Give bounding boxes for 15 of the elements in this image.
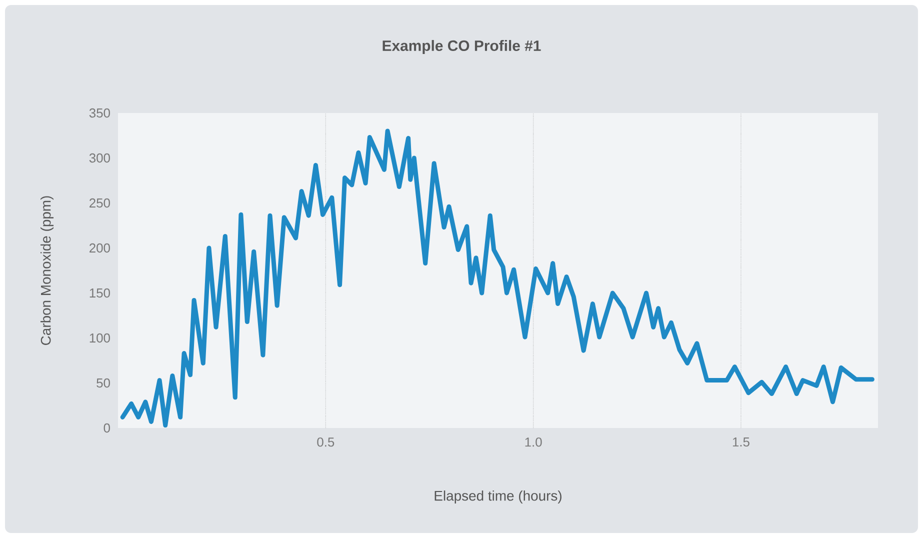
- y-tick-label: 350: [89, 108, 110, 118]
- chart-title: Example CO Profile #1: [382, 40, 541, 54]
- y-tick-label: 250: [90, 198, 110, 208]
- y-tick-label: 200: [90, 243, 110, 253]
- y-tick-label: 300: [89, 153, 110, 163]
- x-tick-label: 1.5: [732, 438, 750, 447]
- x-tick-label: 0.5: [317, 438, 334, 447]
- line-series: [120, 128, 874, 428]
- y-tick-label: 0: [104, 423, 110, 433]
- y-tick-label: 150: [90, 288, 110, 298]
- x-axis-title: Elapsed time (hours): [434, 490, 562, 504]
- y-tick-label: 50: [96, 378, 110, 388]
- y-tick-label: 100: [90, 333, 110, 343]
- x-tick-label: 1.0: [525, 438, 542, 447]
- y-axis-title: Carbon Monoxide (ppm): [40, 196, 54, 345]
